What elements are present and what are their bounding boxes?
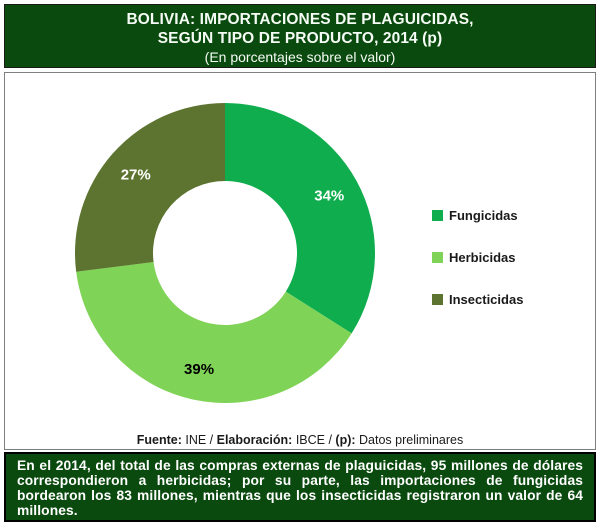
chart-panel: 34% 39% 27% Fungicidas Herbicidas Insectic… <box>4 72 596 450</box>
donut-slice-herbicidas <box>76 262 352 404</box>
source-elaboracion-label: Elaboración: <box>216 433 293 447</box>
legend-item-herbicidas: Herbicidas <box>432 249 523 265</box>
legend-item-insecticidas: Insecticidas <box>432 291 523 307</box>
legend-swatch-herbicidas <box>432 251 443 263</box>
legend-label-fungicidas: Fungicidas <box>449 207 518 223</box>
legend-swatch-insecticidas <box>432 293 443 305</box>
source-fuente-value: INE / <box>181 433 217 447</box>
donut-slice-insecticidas <box>74 103 225 272</box>
slice-value-label-insecticidas: 27% <box>121 166 151 183</box>
slice-value-label-fungicidas: 34% <box>314 188 344 205</box>
source-line: Fuente: INE / Elaboración: IBCE / (p): D… <box>5 433 595 447</box>
legend-item-fungicidas: Fungicidas <box>432 207 523 223</box>
footer-text: En el 2014, del total de las compras ext… <box>17 458 583 518</box>
slice-value-label-herbicidas: 39% <box>184 361 214 378</box>
chart-title-line2: SEGÚN TIPO DE PRODUCTO, 2014 (p) <box>157 30 443 47</box>
chart-legend: Fungicidas Herbicidas Insecticidas <box>432 207 523 307</box>
source-fuente-label: Fuente: <box>136 433 182 447</box>
chart-subtitle: (En porcentajes sobre el valor) <box>204 49 396 65</box>
chart-header: BOLIVIA: IMPORTACIONES DE PLAGUICIDAS, S… <box>4 4 596 68</box>
legend-label-herbicidas: Herbicidas <box>449 249 516 265</box>
donut-chart: 34% 39% 27% <box>74 103 375 404</box>
legend-swatch-fungicidas <box>432 209 443 221</box>
source-p-value: Datos preliminares <box>355 433 464 447</box>
footer-note: En el 2014, del total de las compras ext… <box>4 452 596 522</box>
source-p-label: (p): <box>335 433 356 447</box>
legend-label-insecticidas: Insecticidas <box>449 291 524 307</box>
chart-title-line1: BOLIVIA: IMPORTACIONES DE PLAGUICIDAS, <box>126 11 474 28</box>
donut-slice-fungicidas <box>225 103 375 334</box>
source-elaboracion-value: IBCE / <box>292 433 336 447</box>
